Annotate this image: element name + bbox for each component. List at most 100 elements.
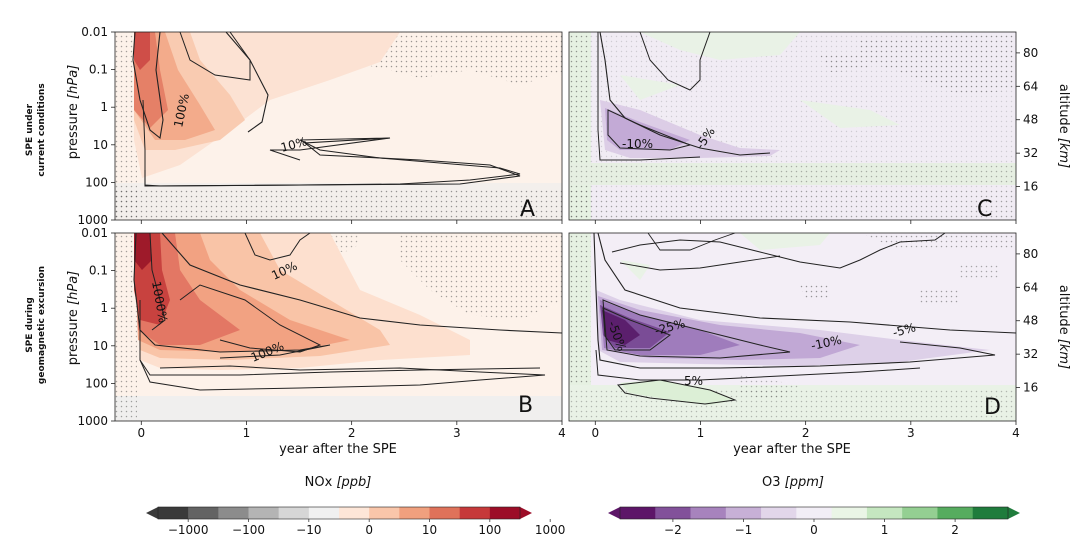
- colorbar-o3-tick-label-3: 1: [881, 523, 889, 537]
- panel-c-ytick-label-0: 16: [1023, 180, 1038, 194]
- colorbar-nox-tick-label-5: 100: [478, 523, 501, 537]
- colorbar-nox-tick-label-4: 10: [422, 523, 437, 537]
- panel-c-letter: C: [977, 197, 992, 222]
- colorbar-o3: O3 [ppm] −2 −1 0 1 2: [608, 475, 1020, 537]
- colorbar-nox-swatch-11: [489, 507, 521, 519]
- panel-a-letter: A: [520, 197, 535, 222]
- row-label-bottom-line-2: geomagnetic excursion: [37, 266, 47, 384]
- y-axis-title-a: pressure [hPa]: [66, 65, 81, 160]
- panel-a-ytick-label-1: 0.1: [89, 63, 108, 77]
- panel-c-ytick-label-2: 48: [1023, 113, 1038, 127]
- panel-d-contour-label-4: -5%: [891, 320, 917, 340]
- panel-b-xtick-label-4: 4: [558, 426, 566, 440]
- panel-a-ytick-label-0: 0.01: [81, 25, 108, 39]
- colorbar-o3-swatch-10: [972, 507, 1009, 519]
- panel-d-ytick-label-3: 64: [1023, 280, 1038, 294]
- colorbar-nox-title: NOx [ppb]: [305, 475, 372, 490]
- colorbar-nox-swatch-8: [399, 507, 430, 519]
- panel-a-contour-label-1: 100%: [171, 92, 192, 128]
- colorbar-o3-swatch-1: [655, 507, 691, 519]
- colorbar-nox-swatch-5: [308, 507, 340, 519]
- panel-d-contour-label-3: -10%: [810, 333, 843, 353]
- row-label-top: SPE under current conditions: [25, 83, 47, 176]
- panel-b-ytick-label-2: 1: [100, 301, 108, 315]
- colorbar-o3-swatch-4: [761, 507, 797, 519]
- colorbar-nox-tick-label-3: 0: [365, 523, 373, 537]
- panel-d-letter: D: [984, 395, 1001, 420]
- panel-a-ytick-label-3: 10: [93, 138, 108, 152]
- panel-d-xtick-label-3: 3: [907, 426, 915, 440]
- colorbar-o3-tick-label-0: −2: [664, 523, 682, 537]
- colorbar-o3-tick-label-4: 2: [951, 523, 959, 537]
- colorbar-nox-swatch-2: [218, 507, 249, 519]
- colorbar-o3-extend-left: [608, 507, 620, 519]
- row-label-top-line-1: SPE under: [25, 103, 35, 156]
- panel-a-ytick-label-4: 100: [85, 175, 108, 189]
- panel-b-letter: B: [518, 393, 533, 418]
- x-axis-title-b: year after the SPE: [279, 442, 397, 457]
- panel-c-ytick-label-1: 32: [1023, 146, 1038, 160]
- panel-d-ytick-label-0: 16: [1023, 381, 1038, 395]
- colorbar-o3-swatch-8: [902, 507, 938, 519]
- colorbar-o3-extend-right: [1008, 507, 1020, 519]
- panel-b-ytick-label-1: 0.1: [89, 264, 108, 278]
- panel-c: -10% -5% C: [568, 31, 1017, 222]
- row-label-bottom-line-1: SPE during: [25, 297, 35, 353]
- colorbar-nox-swatch-10: [459, 507, 491, 519]
- y-axis-title-b: pressure [hPa]: [66, 271, 81, 366]
- panel-c-ytick-label-3: 64: [1023, 79, 1038, 93]
- colorbar-o3-swatch-2: [690, 507, 727, 519]
- colorbar-nox-swatch-9: [429, 507, 460, 519]
- panel-d-contour-label-5: 5%: [684, 374, 703, 388]
- panel-c-field: [569, 32, 1016, 220]
- panel-a-contour-label-2: 10%: [279, 134, 308, 154]
- panel-c-contour-label-1: -10%: [622, 137, 653, 151]
- panel-a: 100% 10% A: [114, 31, 563, 222]
- panel-d-xtick-label-0: 0: [591, 426, 599, 440]
- colorbar-nox-swatch-0: [158, 507, 189, 519]
- colorbar-nox-tick-label-1: −100: [232, 523, 265, 537]
- colorbar-o3-swatch-3: [725, 507, 762, 519]
- panel-d-ytick-label-4: 80: [1023, 247, 1038, 261]
- panel-d-field: [569, 233, 1016, 421]
- colorbar-nox-extend-right: [520, 507, 532, 519]
- panel-b-xtick-label-3: 3: [453, 426, 461, 440]
- colorbar-nox-tick-label-0: −1000: [168, 523, 209, 537]
- colorbar-nox-tick-label-2: −10: [296, 523, 321, 537]
- colorbar-o3-swatch-9: [937, 507, 974, 519]
- colorbar-o3-swatch-7: [866, 507, 903, 519]
- colorbar-o3-tick-label-1: −1: [735, 523, 753, 537]
- panel-a-ytick-label-5: 1000: [77, 213, 108, 227]
- colorbar-o3-swatch-6: [831, 507, 868, 519]
- colorbar-o3-swatch-5: [796, 507, 832, 519]
- colorbar-nox-swatch-6: [339, 507, 370, 519]
- colorbar-nox-swatch-4: [278, 507, 310, 519]
- panel-d-xtick-label-1: 1: [697, 426, 705, 440]
- panel-d-ytick-label-2: 48: [1023, 314, 1038, 328]
- colorbar-nox-swatch-1: [188, 507, 219, 519]
- colorbar-nox-swatch-3: [248, 507, 279, 519]
- colorbar-nox-tick-label-6: 1000: [535, 523, 566, 537]
- panel-b-ytick-label-4: 100: [85, 376, 108, 390]
- panel-d-xtick-label-4: 4: [1012, 426, 1020, 440]
- panel-b-xtick-label-1: 1: [243, 426, 251, 440]
- panel-a-ytick-label-2: 1: [100, 100, 108, 114]
- y-axis-title-c: altitude [km]: [1056, 84, 1071, 168]
- colorbar-nox-frame: [157, 506, 521, 520]
- panel-b-ytick-label-5: 1000: [77, 414, 108, 428]
- panel-d-xtick-label-2: 2: [802, 426, 810, 440]
- panel-c-ytick-label-4: 80: [1023, 46, 1038, 60]
- panel-b-xtick-label-0: 0: [137, 426, 145, 440]
- row-label-bottom: SPE during geomagnetic excursion: [25, 266, 47, 384]
- panel-d: -50% -25% -10% -5% 5% D: [568, 232, 1017, 422]
- row-label-top-line-2: current conditions: [37, 83, 47, 176]
- panel-b-ytick-label-0: 0.01: [81, 226, 108, 240]
- colorbar-o3-swatch-0: [620, 507, 656, 519]
- panel-a-field: [115, 32, 562, 220]
- y-axis-title-d: altitude [km]: [1056, 285, 1071, 369]
- panel-d-ytick-label-1: 32: [1023, 347, 1038, 361]
- colorbar-o3-title: O3 [ppm]: [762, 475, 824, 490]
- panel-b: 1000% 100% 10% B: [114, 232, 563, 422]
